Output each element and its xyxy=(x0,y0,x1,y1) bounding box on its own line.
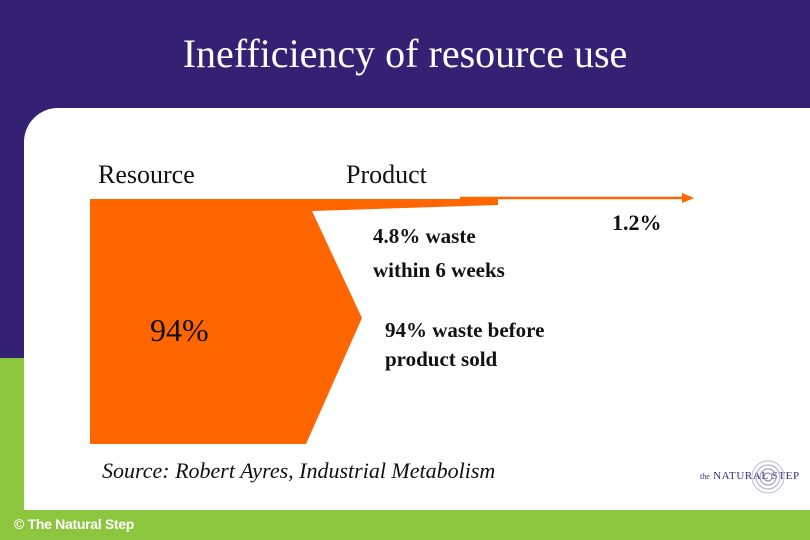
resource-percent: 94% xyxy=(150,312,209,348)
resource-label: Resource xyxy=(98,160,195,189)
waste-early-line1: 4.8% waste xyxy=(373,224,476,248)
waste-early-line2: within 6 weeks xyxy=(373,258,505,282)
product-arrow-head xyxy=(682,193,694,203)
copyright-notice: © The Natural Step xyxy=(14,516,135,532)
slide-title: Inefficiency of resource use xyxy=(182,31,628,76)
product-label: Product xyxy=(346,160,427,189)
spiral-icon xyxy=(751,460,785,494)
waste-before-line1: 94% waste before xyxy=(385,318,545,342)
product-percent: 1.2% xyxy=(612,210,662,235)
resource-flow-shape xyxy=(90,199,498,444)
waste-before-line2: product sold xyxy=(385,347,498,371)
source-citation: Source: Robert Ayres, Industrial Metabol… xyxy=(102,458,496,483)
natural-step-logo: the NATURAL STEP xyxy=(700,458,804,496)
